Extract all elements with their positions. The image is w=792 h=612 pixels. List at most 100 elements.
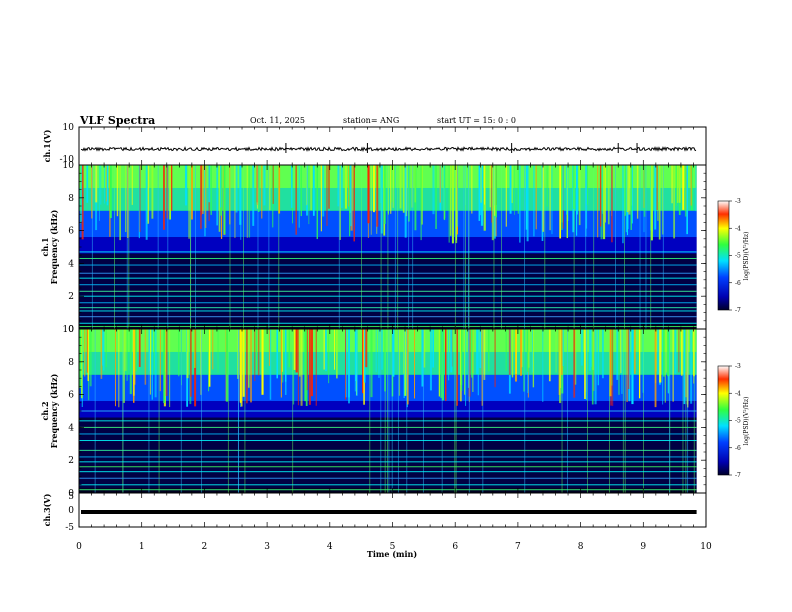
- spec-burst: [471, 165, 473, 214]
- spec-burst: [439, 165, 441, 203]
- spec-burst: [597, 165, 599, 238]
- spec-burst: [561, 165, 563, 231]
- spec-burst: [695, 165, 697, 212]
- spec-burst: [282, 329, 284, 383]
- spec-spike: [394, 165, 396, 329]
- x-tick-label: 5: [390, 542, 396, 552]
- spec-burst: [456, 329, 459, 406]
- spec-spike: [278, 165, 280, 329]
- spec-burst: [163, 329, 166, 403]
- spec-burst: [151, 329, 153, 400]
- spec-ytick-label: 10: [63, 325, 75, 335]
- spec-burst: [234, 165, 236, 239]
- spec-burst: [494, 329, 496, 388]
- spec-burst: [562, 165, 564, 211]
- spec-burst: [558, 329, 562, 404]
- spec-burst: [690, 165, 692, 206]
- spec-spike: [593, 165, 595, 329]
- spec-burst: [246, 165, 248, 238]
- spec-burst: [455, 165, 457, 241]
- spec-spike: [662, 165, 664, 329]
- spec-burst: [620, 329, 622, 374]
- x-tick-label: 4: [327, 542, 333, 552]
- spec-burst: [135, 329, 137, 372]
- x-tick-labels: 0 1 2 3 4 5 6 7 8 9 10: [76, 542, 712, 552]
- spec-burst: [242, 329, 245, 397]
- spec-burst: [190, 329, 192, 397]
- spec-narrowband-line: [79, 461, 697, 463]
- x-tick-label: 3: [264, 542, 270, 552]
- spec-burst: [677, 165, 679, 203]
- spec-burst: [611, 165, 613, 243]
- spec-burst: [328, 165, 330, 209]
- spec-burst: [542, 165, 545, 232]
- ch1-spectrogram-ylabel-1: ch.1: [40, 237, 50, 256]
- spec-burst: [616, 329, 619, 380]
- spec-burst: [607, 165, 610, 225]
- spec-burst: [657, 165, 659, 221]
- spec-burst: [378, 329, 380, 378]
- spec-narrowband-line: [79, 433, 697, 435]
- spec-burst: [208, 329, 210, 392]
- spec-burst: [638, 329, 641, 399]
- spec-spike: [195, 165, 196, 329]
- spec-burst: [159, 329, 161, 392]
- spec-burst: [414, 329, 416, 399]
- spec-burst: [678, 165, 681, 203]
- spec-spike: [361, 165, 362, 329]
- spec-burst: [348, 329, 350, 404]
- spec-burst: [508, 329, 511, 375]
- spec-burst: [163, 165, 165, 230]
- spec-burst: [365, 329, 368, 368]
- spec-burst: [601, 329, 604, 379]
- spec-spike: [412, 165, 414, 329]
- spec-burst: [353, 165, 355, 242]
- spec-burst: [306, 165, 308, 206]
- ch1-spectrogram: [79, 165, 706, 329]
- ch1-waveform-trace: [80, 146, 697, 152]
- spec-burst: [166, 165, 169, 219]
- spec-burst: [491, 165, 493, 223]
- spec-burst: [109, 165, 112, 219]
- spec-burst: [280, 329, 282, 398]
- spec-narrowband-line: [79, 489, 697, 491]
- colorbar-tick-label: -6: [735, 280, 741, 287]
- spec-burst: [509, 165, 512, 214]
- spec-narrowband-line: [79, 477, 697, 479]
- spec-burst: [576, 165, 578, 236]
- spec-burst: [126, 329, 128, 381]
- spec-burst: [367, 165, 370, 224]
- spec-burst: [532, 329, 535, 388]
- spec-burst: [511, 329, 514, 378]
- spec-burst: [414, 165, 417, 231]
- figure-title: VLF Spectra: [79, 114, 155, 127]
- x-tick-label: 9: [640, 542, 646, 552]
- spec-burst: [145, 165, 148, 240]
- spec-burst: [690, 329, 693, 404]
- spec-burst: [139, 165, 141, 232]
- spec-burst: [293, 329, 296, 370]
- spec-burst: [628, 329, 630, 389]
- x-tick-label: 2: [202, 542, 208, 552]
- spec-burst: [621, 329, 623, 394]
- spec-burst: [80, 165, 83, 222]
- spec-burst: [147, 165, 149, 224]
- spec-burst: [79, 329, 81, 388]
- spec-spike: [544, 165, 546, 329]
- spec-burst: [390, 165, 393, 203]
- ch1-ytick-top: 10: [63, 123, 75, 133]
- spec-burst: [252, 165, 255, 226]
- spec-burst: [631, 165, 633, 224]
- spec-burst: [686, 165, 688, 235]
- spec-burst: [105, 329, 107, 368]
- spec-burst: [114, 329, 117, 407]
- spec-burst: [609, 329, 612, 397]
- spec-burst: [188, 165, 190, 239]
- spec-burst: [480, 165, 482, 203]
- ch1-colorbar: log(PSD)(V²/Hz) -3 -4 -5 -6 -7: [717, 198, 750, 314]
- spec-burst: [465, 329, 467, 406]
- spec-burst: [402, 165, 405, 213]
- spec-burst: [123, 329, 125, 403]
- spec-spike: [465, 165, 466, 329]
- spec-burst: [118, 329, 120, 408]
